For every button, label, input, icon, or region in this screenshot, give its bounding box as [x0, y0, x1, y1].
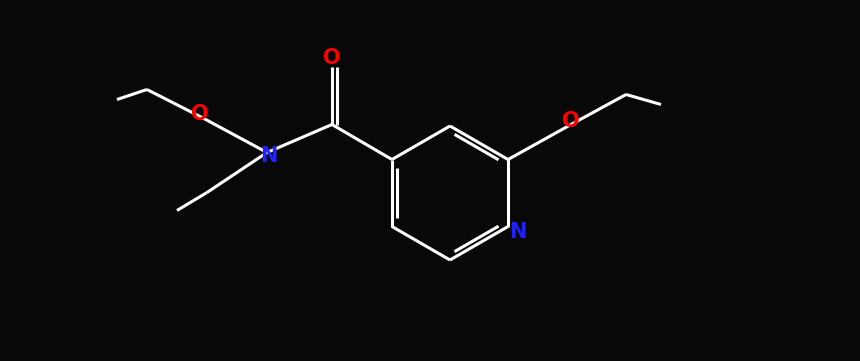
Text: N: N: [261, 145, 278, 165]
Text: O: O: [191, 104, 209, 125]
Text: O: O: [323, 48, 341, 68]
Text: N: N: [509, 222, 526, 243]
Text: O: O: [562, 112, 580, 131]
